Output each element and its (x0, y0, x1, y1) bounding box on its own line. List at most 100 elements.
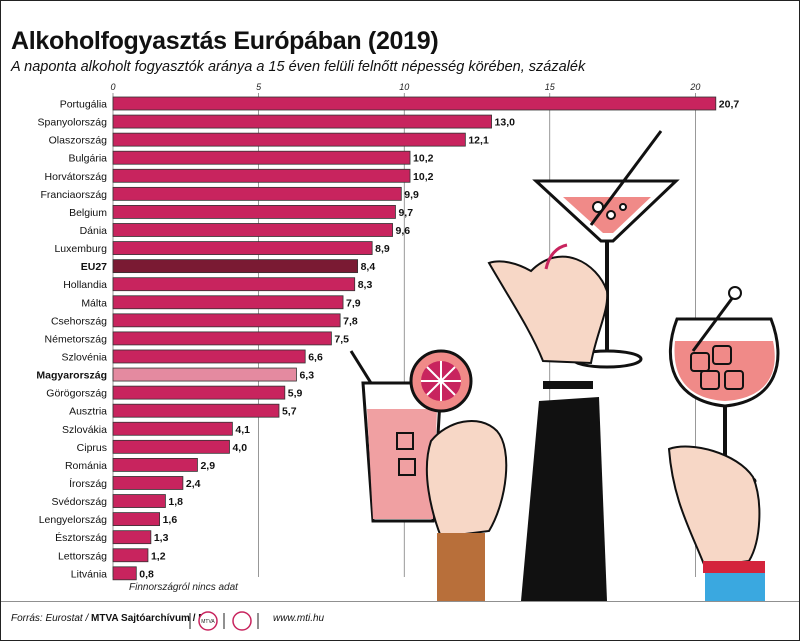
x-tick-label: 5 (256, 82, 262, 92)
wine-glass-icon (668, 286, 780, 489)
bar (112, 168, 411, 183)
bar (112, 259, 359, 274)
category-label: Portugália (60, 99, 107, 111)
value-label: 12,1 (468, 135, 489, 147)
category-label: Franciaország (40, 189, 107, 201)
mtva-logo-text: MTVA (201, 619, 215, 625)
category-label: EU27 (81, 261, 107, 273)
category-label: Lettország (58, 550, 107, 562)
value-labels: 20,7 13,0 12,1 10,2 10,2 9,9 9,7 9,6 8,9 8,4 8,3 7,… (139, 99, 739, 581)
bars (112, 96, 717, 581)
value-label: 7,9 (346, 297, 361, 309)
category-label: Svédország (52, 496, 108, 508)
category-label: Írország (69, 477, 107, 490)
value-label: 2,9 (200, 460, 215, 472)
category-label: Magyarország (36, 370, 107, 382)
page-title: Alkoholfogyasztás Európában (2019) (11, 27, 439, 55)
category-label: Szlovénia (61, 351, 107, 363)
bar-chart: 0 5 10 15 20 Portugália Spanyolország Olaszors… (36, 82, 780, 601)
category-label: Belgium (69, 207, 107, 219)
value-label: 9,7 (398, 207, 413, 219)
value-label: 1,8 (168, 496, 183, 508)
x-tick-label: 0 (110, 82, 115, 92)
category-label: Hollandia (63, 279, 107, 291)
value-label: 5,7 (282, 406, 297, 418)
cocktail-glass-icon (349, 349, 473, 523)
hand-middle-icon (487, 243, 609, 601)
x-tick-labels: 0 5 10 15 20 (110, 82, 700, 92)
category-label: Csehország (51, 315, 107, 327)
category-label: Németország (45, 333, 108, 345)
bar (112, 295, 344, 310)
category-label: Olaszország (49, 135, 108, 147)
bar (112, 530, 152, 545)
bar (112, 114, 492, 129)
bar (112, 367, 297, 382)
logos: MTVA (189, 611, 259, 631)
value-label: 10,2 (413, 153, 434, 165)
footer-divider (1, 601, 799, 602)
x-tick-label: 15 (545, 82, 556, 92)
bar (112, 385, 286, 400)
bar (112, 349, 306, 364)
hand-left-icon (425, 419, 508, 601)
bar (112, 439, 230, 454)
value-label: 4,1 (235, 424, 250, 436)
bar (112, 403, 280, 418)
category-label: Lengyelország (39, 514, 107, 526)
bar (112, 205, 396, 219)
value-label: 6,6 (308, 351, 323, 363)
mtva-logo-icon (198, 611, 218, 631)
mti-logo-icon (232, 611, 252, 631)
bar (112, 313, 341, 328)
bar (112, 457, 198, 472)
value-label: 4,0 (232, 442, 247, 454)
value-label: 8,4 (361, 261, 376, 273)
website-url: www.mti.hu (273, 613, 325, 624)
source-footer: Forrás: Eurostat / MTVA Sajtóarchívum / … (11, 613, 216, 624)
value-label: 8,9 (375, 243, 390, 255)
value-label: 1,3 (154, 532, 169, 544)
bar (112, 421, 233, 436)
category-label: Ciprus (77, 442, 107, 454)
x-tick-label: 10 (399, 82, 409, 92)
category-label: Szlovákia (62, 424, 107, 436)
bar (112, 150, 411, 165)
value-label: 7,5 (334, 333, 349, 345)
category-label: Románia (65, 460, 107, 472)
bar (112, 223, 393, 237)
bar (112, 548, 149, 563)
value-label: 1,2 (151, 550, 166, 562)
no-data-note: Finnországról nincs adat (129, 582, 239, 593)
value-label: 5,9 (288, 388, 303, 400)
value-label: 8,3 (358, 279, 373, 291)
bar (112, 241, 373, 255)
value-label: 1,6 (163, 514, 178, 526)
category-label: Spanyolország (38, 117, 108, 129)
bar (112, 277, 356, 292)
category-label: Bulgária (68, 153, 107, 165)
bar (112, 476, 184, 490)
value-label: 20,7 (719, 99, 740, 111)
page-subtitle: A naponta alkoholt fogyasztók aránya a 1… (11, 59, 586, 75)
bar (112, 566, 137, 581)
category-label: Dánia (80, 225, 108, 237)
category-labels: Portugália Spanyolország Olaszország Bulgár… (36, 99, 107, 581)
category-label: Luxemburg (54, 243, 107, 255)
category-label: Litvánia (71, 568, 107, 580)
value-label: 9,6 (396, 225, 411, 237)
bar (112, 494, 166, 508)
x-tick-label: 20 (689, 82, 700, 92)
category-label: Málta (81, 297, 107, 309)
value-label: 0,8 (139, 568, 154, 580)
bar (112, 331, 332, 346)
category-label: Görögország (46, 388, 107, 400)
value-label: 13,0 (495, 117, 516, 129)
value-label: 2,4 (186, 478, 201, 490)
category-label: Horvátország (45, 171, 108, 183)
source-label: Forrás: Eurostat / (11, 613, 92, 624)
value-label: 10,2 (413, 171, 434, 183)
source-bold: MTVA Sajtóarchívum / MTI (91, 613, 216, 624)
category-label: Ausztria (69, 406, 107, 418)
